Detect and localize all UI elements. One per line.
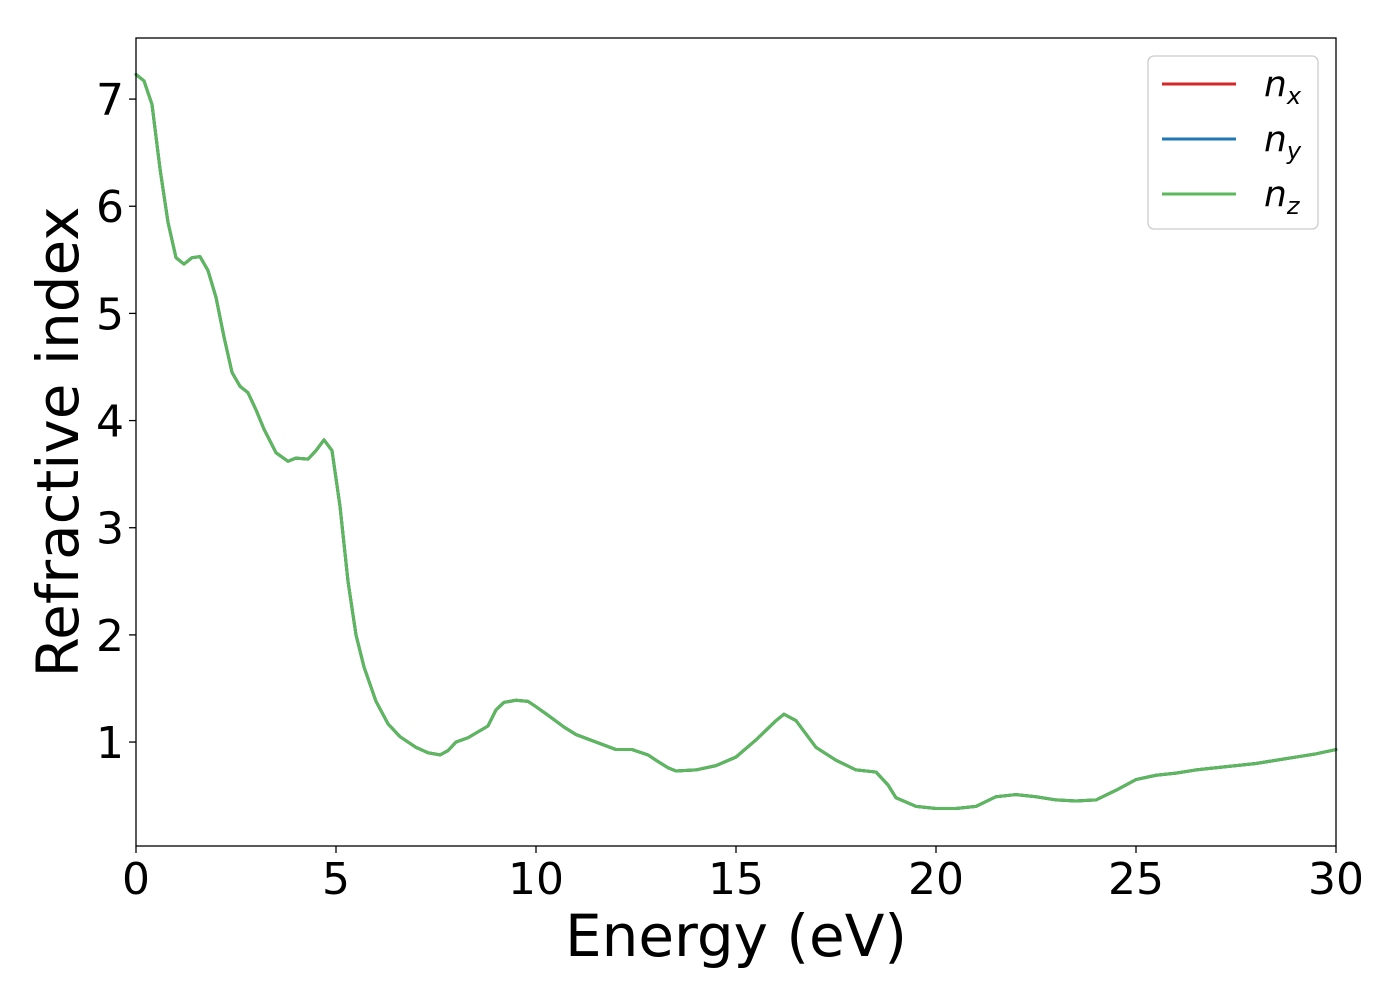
legend-label-nz: nz bbox=[1264, 174, 1301, 220]
x-axis: 0 5 10 15 20 25 30 bbox=[122, 846, 1364, 905]
x-tick-label: 15 bbox=[708, 854, 764, 905]
y-axis-title: Refractive index bbox=[24, 206, 92, 677]
y-tick-label: 2 bbox=[96, 611, 124, 662]
x-tick-label: 0 bbox=[122, 854, 150, 905]
x-axis-title: Energy (eV) bbox=[565, 902, 907, 970]
x-tick-label: 5 bbox=[322, 854, 350, 905]
y-tick-label: 7 bbox=[96, 75, 124, 126]
x-tick-label: 10 bbox=[508, 854, 564, 905]
y-tick-label: 4 bbox=[96, 397, 124, 448]
y-tick-label: 1 bbox=[96, 718, 124, 769]
x-tick-label: 20 bbox=[908, 854, 964, 905]
plot-area bbox=[136, 38, 1336, 846]
y-tick-label: 3 bbox=[96, 504, 124, 555]
legend-frame bbox=[1147, 55, 1319, 230]
x-tick-label: 25 bbox=[1108, 854, 1164, 905]
y-tick-label: 6 bbox=[96, 182, 124, 233]
legend: nx ny nz bbox=[1147, 55, 1319, 230]
series-line-nz bbox=[134, 72, 1338, 810]
x-tick-label: 30 bbox=[1308, 854, 1364, 905]
legend-label-ny: ny bbox=[1264, 119, 1302, 165]
series-layer bbox=[134, 72, 1338, 810]
legend-label-nx: nx bbox=[1264, 64, 1302, 110]
y-axis: 1 2 3 4 5 6 7 bbox=[96, 75, 136, 769]
y-tick-label: 5 bbox=[96, 289, 124, 340]
